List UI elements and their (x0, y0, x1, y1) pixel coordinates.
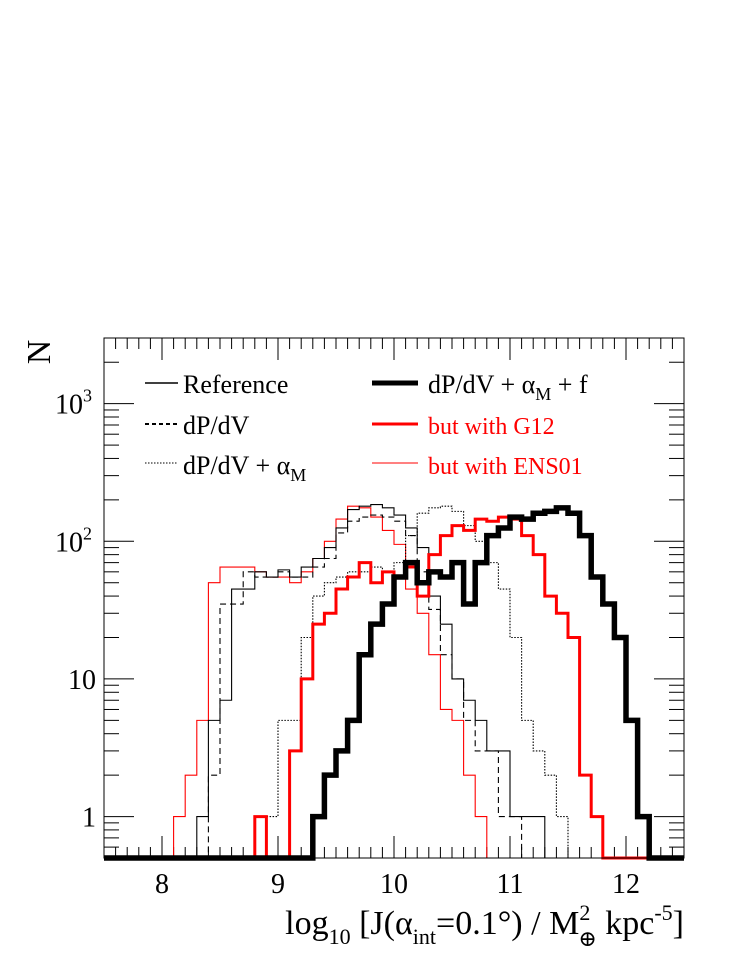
legend-label-dpdv-alpha: dP/dV + αM (183, 451, 306, 485)
x-tick-label: 9 (271, 869, 285, 900)
x-tick-label: 10 (380, 869, 408, 900)
y-tick-label: 10 (68, 665, 96, 696)
y-axis-label: N (21, 340, 58, 365)
y-tick-label: 1 (82, 803, 96, 834)
x-axis-label: log10 [J(αint=0.1°) / M2 ⊕ kpc-5] (285, 900, 684, 951)
x-tick-label: 8 (155, 869, 169, 900)
y-tick-label: 102 (55, 523, 92, 558)
tick-labels: 8 9 10 11 12 1 10 102 103 (55, 386, 640, 900)
legend: Reference dP/dV dP/dV + αM dP/dV + αM + … (145, 370, 588, 485)
legend-label-dpdv: dP/dV (183, 411, 250, 440)
legend-label-ens01: but with ENS01 (428, 454, 583, 480)
x-tick-label: 11 (497, 869, 524, 900)
legend-label-reference: Reference (183, 370, 288, 399)
legend-label-g12: but with G12 (428, 414, 555, 440)
plot-frame (103, 337, 685, 859)
legend-label-dpdv-alpha-f: dP/dV + αM + f (428, 370, 588, 404)
y-tick-label: 103 (55, 386, 92, 421)
x-tick-label: 12 (612, 869, 640, 900)
